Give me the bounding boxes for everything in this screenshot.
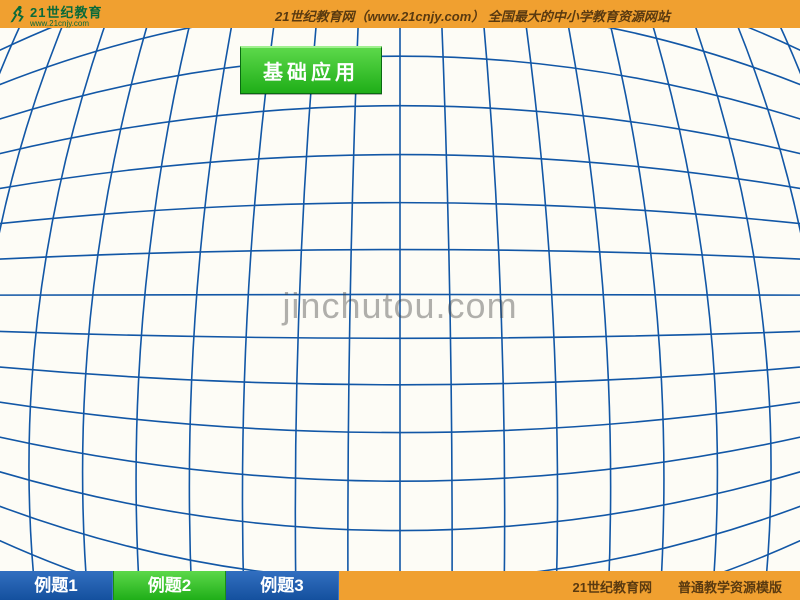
slide-stage: 21世纪教育 www.21cnjy.com 21世纪教育网 （ www.21cn… bbox=[0, 0, 800, 600]
header-site-name: 21世纪教育网 bbox=[275, 6, 354, 25]
paren-close: ） bbox=[471, 6, 484, 25]
example-tab-1[interactable]: 例题1 bbox=[0, 571, 113, 600]
site-logo: 21世纪教育 www.21cnjy.com bbox=[6, 2, 102, 28]
runner-icon bbox=[6, 4, 28, 26]
header-url: www.21cnjy.com bbox=[367, 9, 471, 24]
header-tagline: 21世纪教育网 （ www.21cnjy.com ） 全国最大的中小学教育资源网… bbox=[275, 6, 670, 25]
header-slogan: 全国最大的中小学教育资源网站 bbox=[488, 6, 670, 25]
example-tab-2[interactable]: 例题2 bbox=[113, 571, 226, 600]
paren-open: （ bbox=[354, 6, 367, 25]
example-tab-3[interactable]: 例题3 bbox=[226, 571, 339, 600]
section-title-badge: 基础应用 bbox=[240, 46, 382, 94]
footer-template-name: 普通教学资源模版 bbox=[678, 577, 782, 596]
warped-grid-background bbox=[0, 0, 800, 600]
example-tabs-bar: 例题1例题2例题3 bbox=[0, 571, 339, 600]
header-bar: 21世纪教育 www.21cnjy.com 21世纪教育网 （ www.21cn… bbox=[0, 0, 800, 28]
footer-text-group: 21世纪教育网 普通教学资源模版 bbox=[573, 577, 782, 596]
footer-site-name: 21世纪教育网 bbox=[573, 577, 652, 596]
